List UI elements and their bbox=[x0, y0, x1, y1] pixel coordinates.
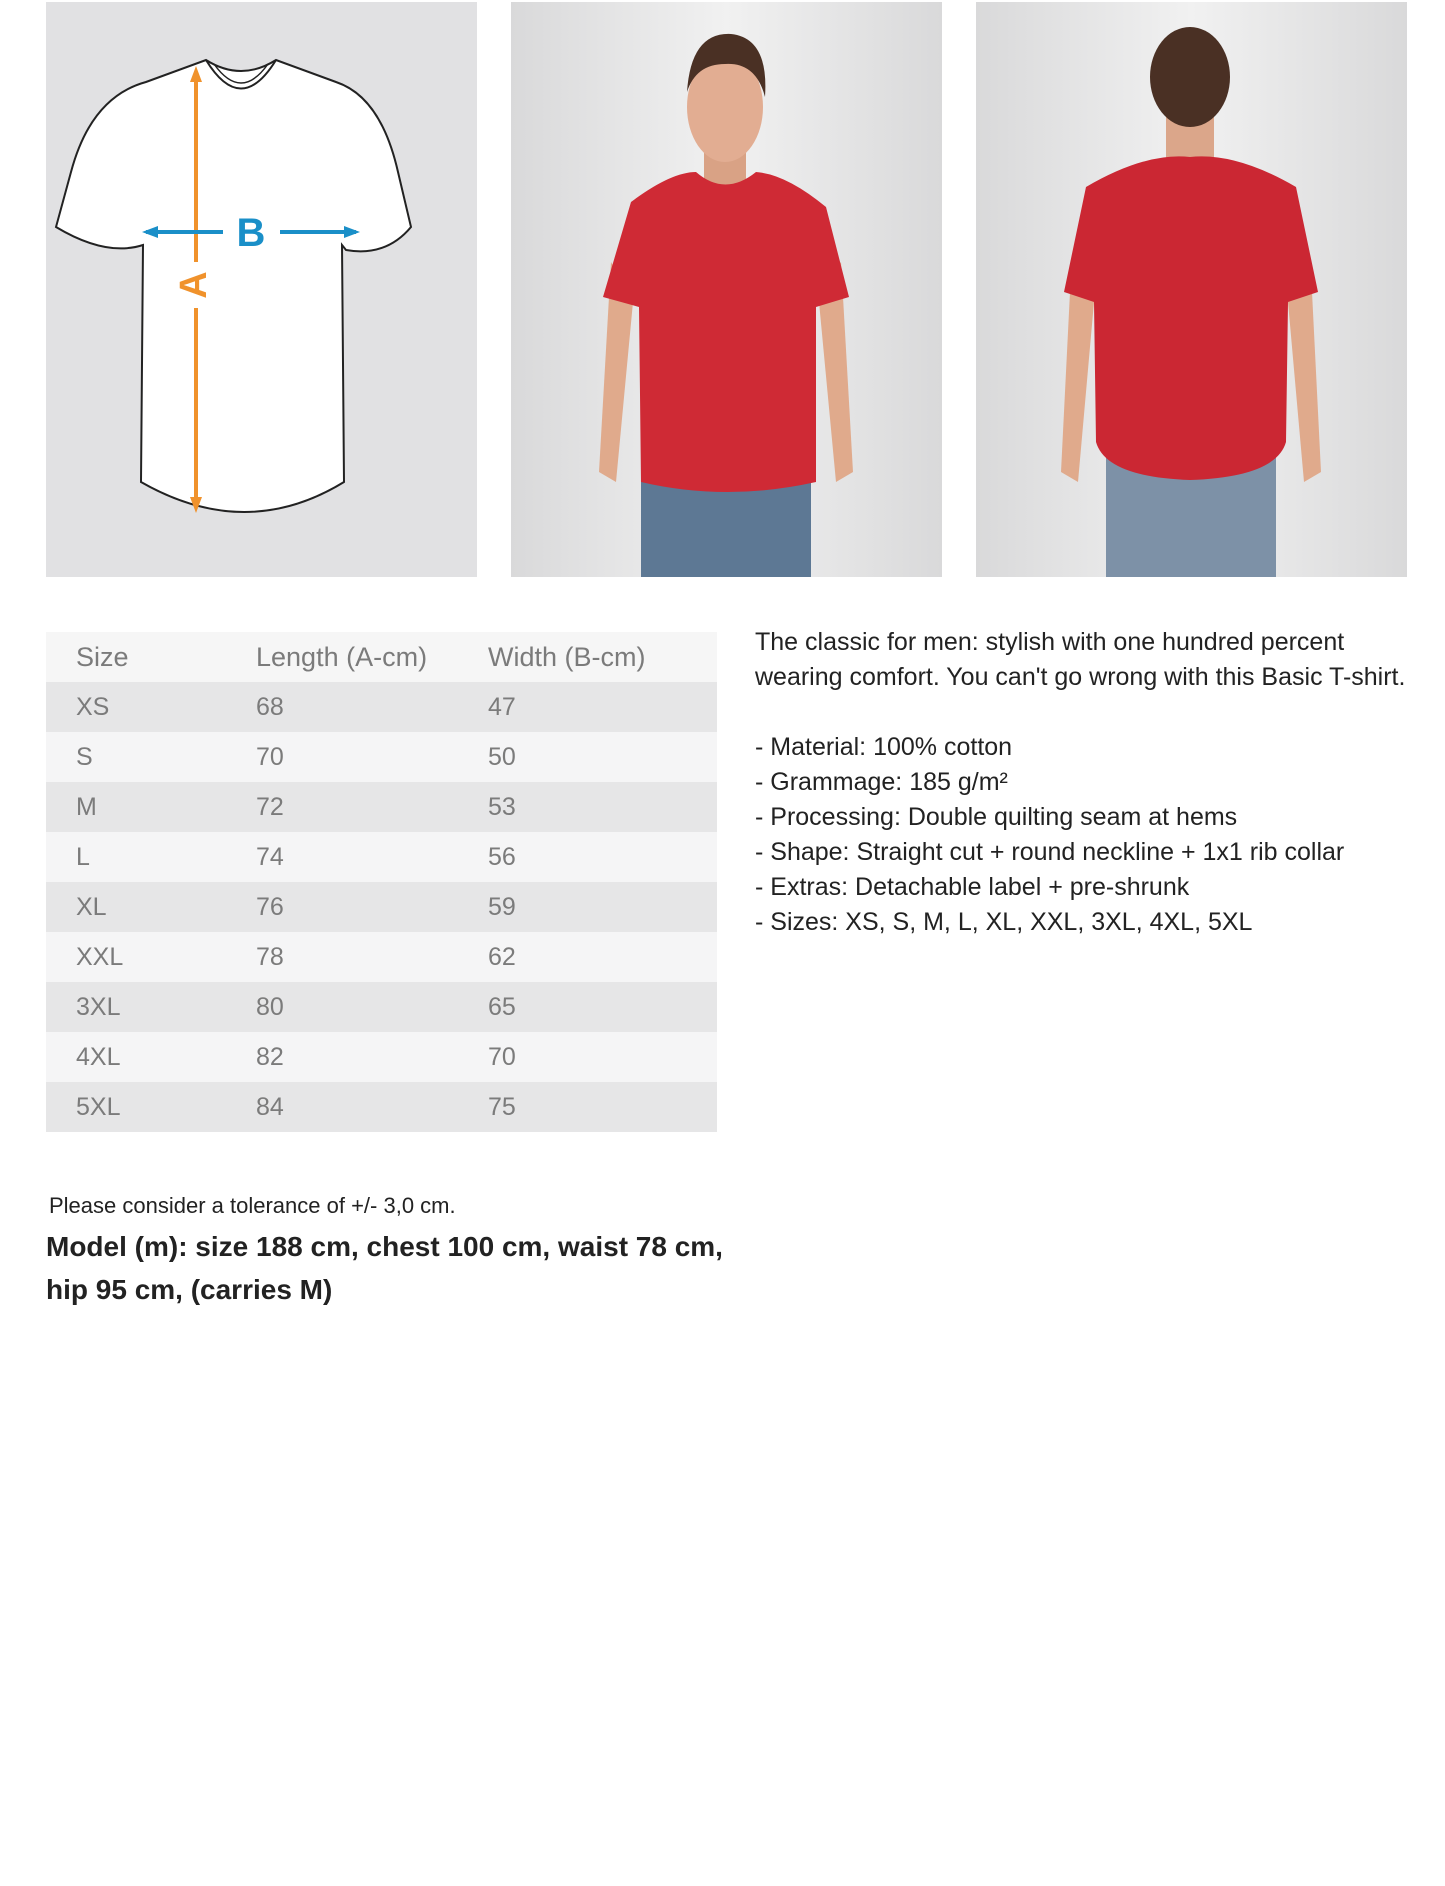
size-table: Size Length (A-cm) Width (B-cm) XS 68 47 S 7… bbox=[46, 632, 717, 1132]
length-cell: 70 bbox=[226, 732, 488, 782]
model-info: Model (m): size 188 cm, chest 100 cm, wa… bbox=[46, 1231, 723, 1305]
table-row: 3XL 80 65 bbox=[46, 982, 717, 1032]
table-row: 5XL 84 75 bbox=[46, 1082, 717, 1132]
size-diagram: A B bbox=[46, 2, 477, 577]
width-cell: 59 bbox=[488, 882, 717, 932]
header-length: Length (A-cm) bbox=[226, 632, 488, 682]
size-cell: XS bbox=[46, 682, 226, 732]
product-description: The classic for men: stylish with one hu… bbox=[755, 625, 1415, 940]
feature-list: - Material: 100% cotton - Grammage: 185 g… bbox=[755, 730, 1415, 940]
feature-item: - Shape: Straight cut + round neckline +… bbox=[755, 838, 1345, 866]
width-cell: 75 bbox=[488, 1082, 717, 1132]
feature-item: - Material: 100% cotton bbox=[755, 733, 1013, 761]
width-cell: 47 bbox=[488, 682, 717, 732]
tshirt-outline-icon: A B bbox=[54, 58, 413, 513]
feature-item: - Sizes: XS, S, M, L, XL, XXL, 3XL, 4XL,… bbox=[755, 908, 1253, 936]
length-cell: 68 bbox=[226, 682, 488, 732]
width-cell: 62 bbox=[488, 932, 717, 982]
size-cell: M bbox=[46, 782, 226, 832]
size-cell: 5XL bbox=[46, 1082, 226, 1132]
tolerance-note: Please consider a tolerance of +/- 3,0 c… bbox=[49, 1193, 456, 1218]
table-row: XL 76 59 bbox=[46, 882, 717, 932]
size-cell: L bbox=[46, 832, 226, 882]
length-cell: 84 bbox=[226, 1082, 488, 1132]
width-cell: 70 bbox=[488, 1032, 717, 1082]
size-cell: S bbox=[46, 732, 226, 782]
size-cell: XXL bbox=[46, 932, 226, 982]
label-b: B bbox=[237, 211, 266, 255]
size-cell: XL bbox=[46, 882, 226, 932]
length-cell: 72 bbox=[226, 782, 488, 832]
model-front-photo bbox=[511, 2, 942, 577]
table-row: M 72 53 bbox=[46, 782, 717, 832]
feature-item: - Grammage: 185 g/m² bbox=[755, 768, 1008, 796]
length-cell: 76 bbox=[226, 882, 488, 932]
table-row: 4XL 82 70 bbox=[46, 1032, 717, 1082]
description-intro: The classic for men: stylish with one hu… bbox=[755, 628, 1406, 691]
width-cell: 50 bbox=[488, 732, 717, 782]
table-row: XS 68 47 bbox=[46, 682, 717, 732]
width-cell: 53 bbox=[488, 782, 717, 832]
length-cell: 82 bbox=[226, 1032, 488, 1082]
table-header-row: Size Length (A-cm) Width (B-cm) bbox=[46, 632, 717, 682]
header-width: Width (B-cm) bbox=[488, 632, 717, 682]
table-row: S 70 50 bbox=[46, 732, 717, 782]
table-row: XXL 78 62 bbox=[46, 932, 717, 982]
table-row: L 74 56 bbox=[46, 832, 717, 882]
model-back-photo bbox=[976, 2, 1407, 577]
label-a: A bbox=[173, 271, 215, 298]
length-cell: 80 bbox=[226, 982, 488, 1032]
size-cell: 4XL bbox=[46, 1032, 226, 1082]
feature-item: - Extras: Detachable label + pre-shrunk bbox=[755, 873, 1190, 901]
width-cell: 56 bbox=[488, 832, 717, 882]
length-cell: 78 bbox=[226, 932, 488, 982]
header-size: Size bbox=[46, 632, 226, 682]
width-cell: 65 bbox=[488, 982, 717, 1032]
length-cell: 74 bbox=[226, 832, 488, 882]
size-cell: 3XL bbox=[46, 982, 226, 1032]
feature-item: - Processing: Double quilting seam at he… bbox=[755, 803, 1238, 831]
